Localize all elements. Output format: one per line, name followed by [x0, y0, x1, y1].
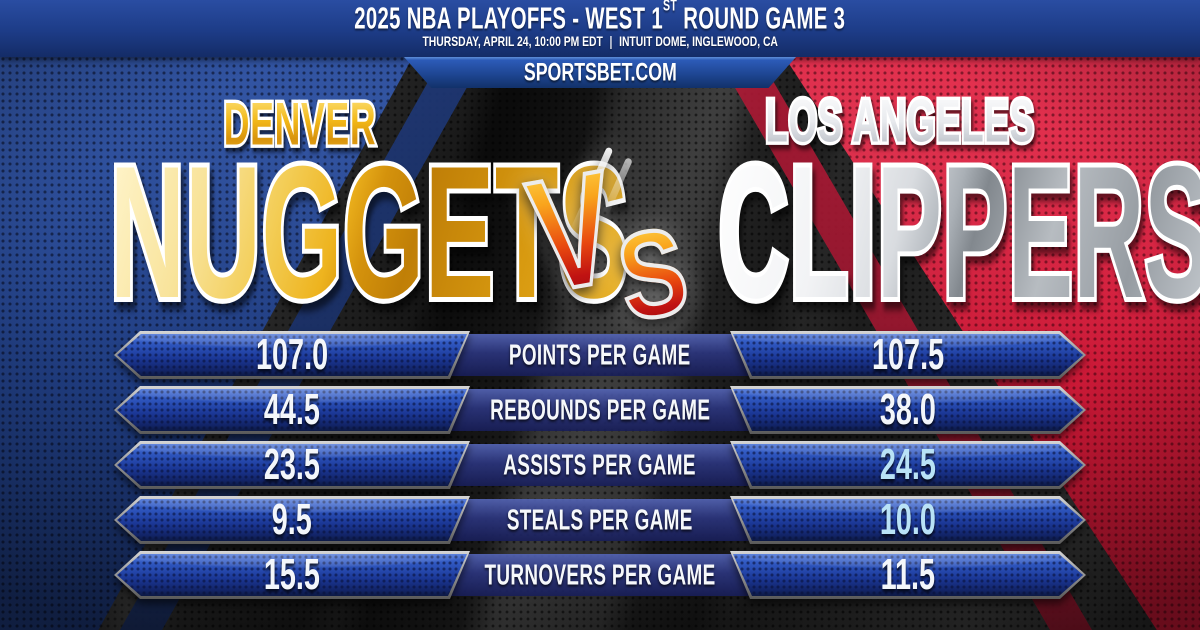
- stat-label-band: REBOUNDS PER GAME: [440, 389, 760, 431]
- event-title: 2025 NBA PLAYOFFS - WEST 1ST ROUND GAME …: [0, 0, 1200, 36]
- clippers-name-outline: CLIPPERS: [716, 131, 1200, 389]
- stat-label-band: STEALS PER GAME: [440, 499, 760, 541]
- event-title-tail: ROUND GAME 3: [677, 2, 846, 36]
- clippers-stat-value: 10.0: [879, 495, 937, 544]
- bar-face: 10.0: [733, 499, 1083, 541]
- nuggets-city-label: DENVER: [223, 90, 377, 158]
- clippers-stat-bar: 11.5: [730, 551, 1086, 599]
- clippers-city: LOS ANGELESLOS ANGELES: [696, 88, 1104, 155]
- clippers-stat-value: 38.0: [879, 385, 937, 434]
- header-banner: 2025 NBA PLAYOFFS - WEST 1ST ROUND GAME …: [0, 0, 1200, 57]
- nuggets-stat-bar: 23.5: [114, 441, 470, 489]
- stat-label: TURNOVERS PER GAME: [484, 558, 716, 591]
- clippers-stat-bar: 10.0: [730, 496, 1086, 544]
- nuggets-stat-value: 15.5: [263, 550, 321, 599]
- nuggets-city: DENVERDENVER: [102, 91, 498, 158]
- clippers-stat-value: 107.5: [871, 330, 945, 379]
- details-separator: |: [609, 33, 613, 49]
- clippers-stat-value: 24.5: [879, 440, 937, 489]
- bar-face: 15.5: [117, 554, 467, 596]
- clippers-stat-bar: 38.0: [730, 386, 1086, 434]
- nuggets-stat-bar: 15.5: [114, 551, 470, 599]
- bar-face: 107.5: [733, 334, 1083, 376]
- clippers-stat-bar: 107.5: [730, 331, 1086, 379]
- stat-row: REBOUNDS PER GAME 44.5 38.0: [0, 386, 1200, 434]
- bar-face: 11.5: [733, 554, 1083, 596]
- clippers-name: CLIPPERSCLIPPERS: [716, 131, 1200, 334]
- bar-face: 9.5: [117, 499, 467, 541]
- clippers-stat-bar: 24.5: [730, 441, 1086, 489]
- stat-label: REBOUNDS PER GAME: [489, 393, 711, 426]
- sportsbook-banner: SPORTSBET.COM: [404, 57, 796, 88]
- stat-row: POINTS PER GAME 107.0 107.5: [0, 331, 1200, 379]
- ordinal-suffix: ST: [663, 0, 678, 15]
- nuggets-stat-value: 23.5: [263, 440, 321, 489]
- nuggets-stat-bar: 44.5: [114, 386, 470, 434]
- event-details: THURSDAY, APRIL 24, 10:00 PM EDT | INTUIT …: [0, 33, 1200, 49]
- stat-row: STEALS PER GAME 9.5 10.0: [0, 496, 1200, 544]
- clippers-name-label: CLIPPERS: [718, 127, 1200, 338]
- clippers-city-outline: LOS ANGELES: [763, 88, 1036, 155]
- stat-row: TURNOVERS PER GAME 15.5 11.5: [0, 551, 1200, 599]
- bar-face: 38.0: [733, 389, 1083, 431]
- stat-label: STEALS PER GAME: [507, 503, 693, 536]
- stat-label: ASSISTS PER GAME: [503, 448, 697, 481]
- bar-face: 107.0: [117, 334, 467, 376]
- clippers-city-label: LOS ANGELES: [765, 87, 1035, 155]
- nuggets-city-outline: DENVER: [222, 91, 378, 158]
- stat-label: POINTS PER GAME: [509, 338, 691, 371]
- sportsbook-url: SPORTSBET.COM: [523, 57, 677, 87]
- clippers-stat-value: 11.5: [880, 550, 936, 599]
- bar-face: 23.5: [117, 444, 467, 486]
- stat-label-band: POINTS PER GAME: [440, 334, 760, 376]
- nuggets-stat-bar: 9.5: [114, 496, 470, 544]
- nuggets-stat-value: 44.5: [263, 385, 321, 434]
- nuggets-name-label: NUGGETS: [109, 126, 630, 338]
- stat-label-band: ASSISTS PER GAME: [440, 444, 760, 486]
- nuggets-stat-value: 107.0: [255, 330, 329, 379]
- nuggets-stat-bar: 107.0: [114, 331, 470, 379]
- event-venue: INTUIT DOME, INGLEWOOD, CA: [618, 33, 778, 49]
- event-datetime: THURSDAY, APRIL 24, 10:00 PM EDT: [422, 33, 603, 49]
- event-title-text: 2025 NBA PLAYOFFS - WEST 1: [354, 2, 664, 36]
- nuggets-name: NUGGETSNUGGETS: [107, 131, 631, 334]
- stat-label-band: TURNOVERS PER GAME: [440, 554, 760, 596]
- stat-row: ASSISTS PER GAME 23.5 24.5: [0, 441, 1200, 489]
- nuggets-stat-value: 9.5: [271, 495, 313, 544]
- bar-face: 24.5: [733, 444, 1083, 486]
- nuggets-name-outline: NUGGETS: [107, 131, 631, 389]
- bar-face: 44.5: [117, 389, 467, 431]
